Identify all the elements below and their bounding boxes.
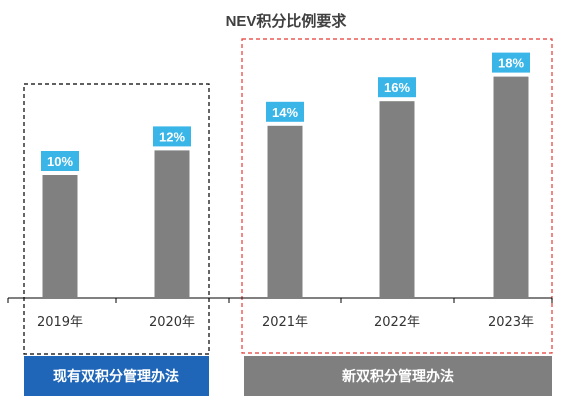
value-label-box	[153, 126, 191, 147]
existing-policy-box	[23, 83, 210, 355]
x-axis-ticks	[7, 298, 553, 303]
bar-2023年	[493, 76, 529, 298]
x-tick-labels: 2019年 2020年 2021年 2022年 2023年	[37, 315, 534, 330]
bar-2022年	[379, 101, 415, 298]
new-policy-banner-text: 新双积分管理办法	[342, 368, 454, 385]
value-label: 18%	[498, 56, 524, 71]
bar-2019年	[42, 175, 78, 298]
x-tick-label: 2019年	[37, 315, 83, 330]
value-label: 10%	[47, 154, 73, 169]
bar-2020年	[154, 150, 190, 298]
value-label-box	[492, 52, 530, 73]
chart-title: NEV积分比例要求	[226, 12, 348, 30]
existing-policy-banner	[24, 356, 209, 396]
value-label: 12%	[159, 129, 185, 144]
x-tick-label: 2022年	[374, 315, 420, 330]
bars	[42, 76, 529, 298]
new-policy-box	[241, 38, 553, 354]
new-policy-banner	[244, 356, 552, 396]
value-label: 16%	[384, 80, 410, 95]
x-tick-label: 2023年	[488, 315, 534, 330]
x-tick-label: 2020年	[149, 315, 195, 330]
bar-2021年	[267, 125, 303, 298]
x-tick-label: 2021年	[262, 315, 308, 330]
value-labels: 10% 12% 14% 16% 18%	[41, 52, 530, 171]
value-label-box	[41, 151, 79, 171]
value-label-box	[266, 101, 304, 122]
value-label: 14%	[272, 105, 298, 120]
existing-policy-banner-text: 现有双积分管理办法	[53, 368, 179, 385]
value-label-box	[378, 77, 416, 98]
